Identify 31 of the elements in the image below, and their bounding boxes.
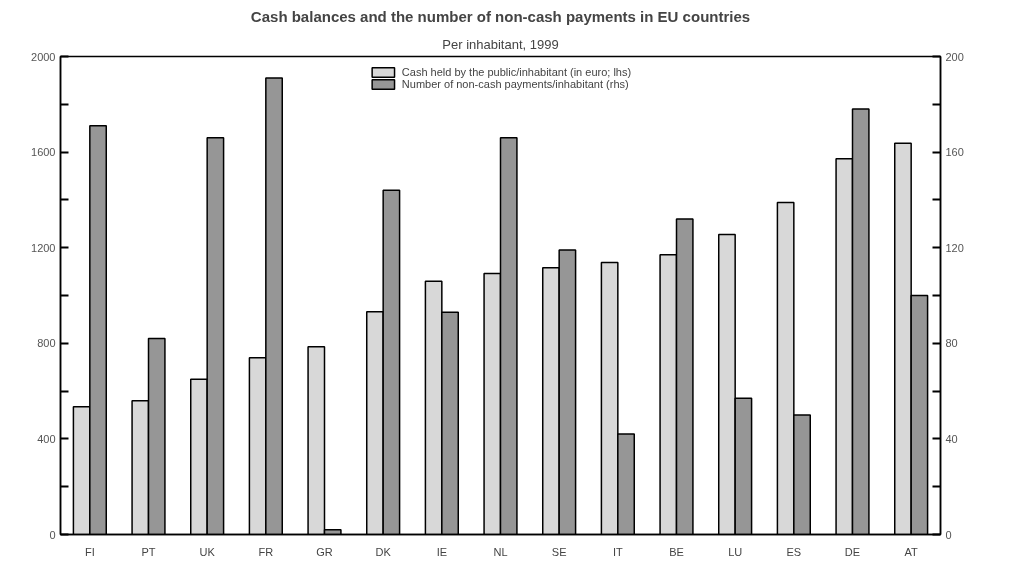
y-tick-label: 2000 — [31, 50, 56, 63]
y2-tick-label: 80 — [945, 337, 958, 350]
y-tick-label: 400 — [37, 432, 56, 445]
y2-tick-label: 0 — [945, 528, 952, 541]
chart-title: Cash balances and the number of non-cash payments in EU countries — [250, 7, 751, 25]
x-tick-label: ES — [786, 545, 802, 558]
chart-subtitle: Per inhabitant, 1999 — [442, 36, 559, 52]
x-tick-label: FR — [258, 545, 274, 558]
x-tick-label: UK — [199, 545, 216, 558]
y-tick-label: 800 — [37, 337, 56, 350]
x-tick-label: NL — [493, 545, 508, 558]
x-tick-label: AT — [904, 545, 919, 558]
y-tick-label: 1200 — [31, 241, 56, 254]
y-tick-label: 0 — [49, 528, 56, 541]
x-tick-label: PT — [141, 545, 156, 558]
x-tick-label: SE — [551, 545, 567, 558]
y2-tick-label: 40 — [945, 432, 958, 445]
x-tick-label: DE — [844, 545, 861, 558]
y2-tick-label: 200 — [945, 50, 964, 63]
x-tick-label: BE — [669, 545, 684, 558]
x-tick-label: LU — [728, 545, 743, 558]
x-tick-label: IE — [436, 545, 448, 558]
legend-label: Number of non-cash payments/inhabitant (rhs) — [401, 78, 629, 90]
x-tick-label: GR — [316, 545, 333, 558]
y2-tick-label: 160 — [945, 146, 964, 159]
legend-label: Cash held by the public/inhabitant (in euro; lhs) — [401, 66, 632, 78]
y-tick-label: 1600 — [31, 146, 56, 159]
x-tick-label: FI — [84, 545, 95, 558]
x-tick-label: DK — [375, 545, 392, 558]
y2-tick-label: 120 — [945, 241, 964, 254]
x-tick-label: IT — [612, 545, 623, 558]
